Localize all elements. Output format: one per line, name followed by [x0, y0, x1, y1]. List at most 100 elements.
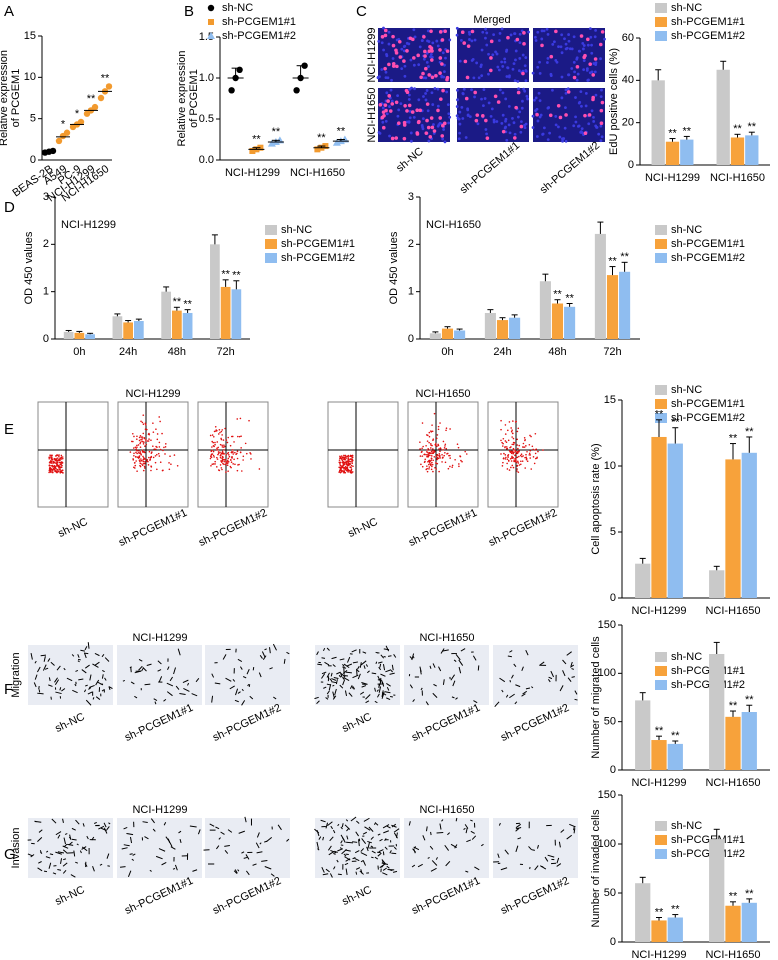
event: [258, 468, 261, 470]
cell: [189, 825, 197, 828]
event: [214, 463, 216, 465]
edu-cell: [423, 54, 427, 58]
cell: [91, 836, 95, 841]
event: [134, 464, 137, 467]
cell: [222, 654, 227, 660]
point: [77, 118, 85, 126]
cell: [425, 826, 428, 832]
event: [237, 435, 239, 438]
nucleus: [500, 27, 504, 31]
event: [504, 454, 507, 456]
nucleus: [436, 44, 440, 48]
cell: [466, 839, 472, 843]
event: [214, 443, 216, 446]
cell: [84, 646, 88, 651]
edu-cell: [515, 37, 520, 42]
event: [211, 463, 214, 466]
edu-cell: [599, 121, 604, 126]
cell: [187, 682, 190, 686]
event: [349, 463, 351, 466]
cell: [283, 658, 286, 664]
image-label: sh-NC: [56, 516, 89, 540]
event: [536, 457, 538, 459]
event: [231, 451, 233, 454]
legend-swatch: [655, 666, 667, 676]
cell: [163, 698, 167, 702]
event: [516, 456, 519, 459]
cell: [317, 663, 323, 666]
edu-cell: [428, 135, 433, 139]
cell: [345, 671, 352, 674]
nucleus: [483, 97, 487, 100]
nucleus: [563, 37, 566, 41]
y-tick-label: 2: [408, 238, 414, 250]
edu-cell: [473, 90, 477, 95]
cell: [525, 687, 531, 690]
cell: [38, 829, 43, 833]
event: [343, 461, 345, 464]
nucleus: [559, 45, 563, 49]
nucleus: [430, 91, 434, 95]
cell: [324, 661, 330, 666]
event: [349, 466, 351, 469]
image-label: sh-PCGEM1#2: [499, 875, 571, 917]
event: [216, 449, 218, 451]
cell: [192, 869, 198, 872]
y-tick-label: 0: [610, 592, 616, 604]
event: [219, 464, 222, 466]
event: [500, 453, 502, 455]
edu-cell: [427, 49, 432, 53]
event: [226, 459, 229, 462]
event: [220, 467, 223, 469]
cell: [146, 663, 152, 666]
event: [241, 470, 243, 472]
edu-cell: [598, 42, 603, 47]
cell: [460, 648, 466, 652]
legend-swatch: [265, 225, 277, 235]
nucleus: [458, 122, 462, 126]
event: [139, 441, 142, 444]
event: [522, 442, 525, 445]
x-tick-label: NCI-H1650: [705, 605, 760, 617]
nucleus: [445, 90, 449, 94]
cell: [155, 855, 163, 860]
event: [164, 446, 167, 448]
event: [513, 442, 516, 444]
event: [431, 430, 434, 433]
bar: [635, 563, 651, 598]
event: [144, 461, 146, 463]
event: [49, 470, 51, 473]
event: [142, 423, 145, 426]
cell: [355, 831, 360, 837]
bar: [231, 289, 242, 339]
event: [459, 455, 462, 458]
nucleus: [540, 29, 544, 33]
event: [343, 468, 345, 470]
cell: [431, 860, 438, 866]
nucleus: [516, 115, 520, 119]
cell: [432, 692, 438, 698]
y-tick-label: 0: [43, 333, 49, 345]
nucleus: [479, 65, 483, 69]
event: [346, 470, 348, 472]
event: [428, 441, 430, 444]
cell: [157, 660, 162, 665]
event: [512, 420, 514, 422]
cell: [387, 655, 392, 657]
nucleus: [427, 65, 430, 68]
edu-cell: [432, 129, 437, 133]
cell: [429, 845, 434, 850]
event: [445, 447, 448, 450]
nucleus: [491, 53, 495, 57]
event: [223, 448, 225, 451]
cell: [68, 836, 72, 839]
cell: [504, 849, 509, 855]
event: [445, 427, 448, 430]
nucleus: [567, 39, 571, 43]
fluorescence-image: [533, 28, 605, 82]
cell: [329, 678, 333, 682]
cell: [63, 858, 67, 861]
cell: [333, 866, 336, 870]
cell: [64, 833, 68, 835]
cell: [473, 700, 478, 704]
